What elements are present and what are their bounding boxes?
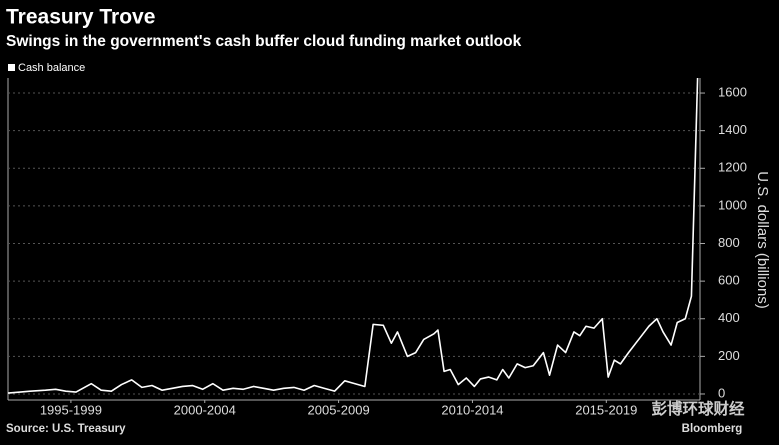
watermark-brand: Bloomberg [682, 423, 743, 435]
x-tick-label: 2000-2004 [174, 402, 236, 417]
x-tick-label: 2015-2019 [575, 402, 637, 417]
y-axis-title: U.S. dollars (billions) [754, 171, 771, 309]
y-tick-label: 400 [718, 310, 740, 325]
y-tick-label: 1400 [718, 122, 747, 137]
y-tick-label: 1200 [718, 160, 747, 175]
x-tick-label: 2010-2014 [441, 402, 503, 417]
y-tick-label: 200 [718, 348, 740, 363]
y-tick-label: 1000 [718, 197, 747, 212]
watermark: 彭博环球财经 [651, 399, 745, 418]
y-tick-label: 800 [718, 235, 740, 250]
x-tick-label: 2005-2009 [308, 402, 370, 417]
legend-swatch [8, 64, 15, 71]
chart-title: Treasury Trove [6, 6, 155, 29]
y-tick-label: 1600 [718, 84, 747, 99]
line-series [7, 77, 699, 394]
x-tick-label: 1995-1999 [40, 402, 102, 417]
chart-subtitle: Swings in the government's cash buffer c… [6, 33, 522, 50]
y-tick-label: 600 [718, 273, 740, 288]
y-tick-label: 0 [718, 385, 725, 400]
legend-label: Cash balance [18, 62, 85, 74]
source: Source: U.S. Treasury [6, 423, 126, 435]
